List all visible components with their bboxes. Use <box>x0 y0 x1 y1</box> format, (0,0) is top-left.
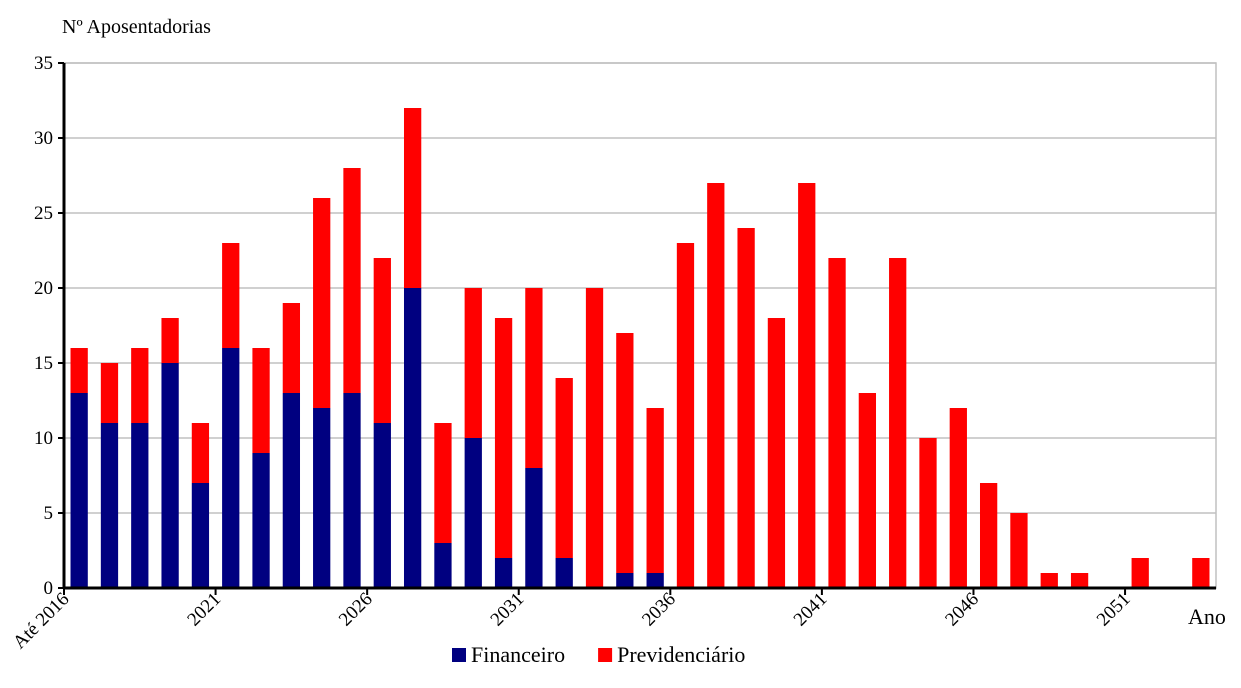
bars <box>70 108 1210 588</box>
bar-financeiro <box>191 483 210 588</box>
bar-previdenciario <box>70 348 88 393</box>
bar-previdenciario <box>282 303 301 393</box>
bar-financeiro <box>403 288 422 588</box>
bar-financeiro <box>282 393 301 588</box>
bar-previdenciario <box>889 258 907 588</box>
x-tick-label: 2021 <box>183 589 225 631</box>
bar-financeiro <box>525 468 543 588</box>
x-tick-label: 2046 <box>941 589 983 631</box>
bar-financeiro <box>434 543 452 588</box>
bar-previdenciario <box>828 258 846 588</box>
bar-financeiro <box>222 348 240 588</box>
bar-financeiro <box>464 438 482 588</box>
x-axis-label: Ano <box>1188 604 1226 629</box>
bar-previdenciario <box>373 258 391 423</box>
bar-previdenciario <box>1131 558 1149 588</box>
bar-previdenciario <box>403 108 422 288</box>
bar-previdenciario <box>585 288 604 588</box>
bar-previdenciario <box>525 288 543 468</box>
y-tick-labels: 0 5 10 15 20 25 30 35 <box>34 53 53 599</box>
bar-financeiro <box>616 573 634 588</box>
bar-previdenciario <box>979 483 998 588</box>
y-tick-label: 20 <box>34 278 53 299</box>
y-axis-label: Nº Aposentadorias <box>62 16 211 38</box>
bar-previdenciario <box>434 423 452 543</box>
bar-previdenciario <box>919 438 937 588</box>
bar-previdenciario <box>707 183 725 588</box>
x-tick-label: 2041 <box>790 589 832 631</box>
legend-swatch-financeiro <box>452 648 466 662</box>
y-tick-label: 30 <box>34 128 53 149</box>
bar-previdenciario <box>1192 558 1210 588</box>
bar-financeiro <box>70 393 88 588</box>
bar-previdenciario <box>161 318 179 363</box>
bar-financeiro <box>373 423 391 588</box>
y-tick-label: 0 <box>44 578 54 599</box>
bar-previdenciario <box>798 183 816 588</box>
bar-financeiro <box>131 423 149 588</box>
bar-previdenciario <box>646 408 664 573</box>
bar-previdenciario <box>313 198 331 408</box>
x-tick-label: 2036 <box>638 589 680 631</box>
bar-previdenciario <box>222 243 240 348</box>
y-tick-label: 15 <box>34 353 53 374</box>
bar-previdenciario <box>616 333 634 573</box>
bar-previdenciario <box>464 288 482 438</box>
bar-financeiro <box>494 558 513 588</box>
y-tick-label: 10 <box>34 428 53 449</box>
bar-financeiro <box>313 408 331 588</box>
legend: Financeiro Previdenciário <box>452 642 745 667</box>
bar-previdenciario <box>1010 513 1028 588</box>
legend-label-previdenciario: Previdenciário <box>617 642 745 667</box>
bar-previdenciario <box>555 378 573 558</box>
axes <box>58 62 1216 595</box>
y-tick-label: 5 <box>44 503 54 524</box>
bar-previdenciario <box>252 348 270 453</box>
bar-financeiro <box>646 573 664 588</box>
x-tick-labels: Até 2016 2021 2026 2031 2036 2041 2046 2051 <box>9 589 1135 653</box>
bar-previdenciario <box>100 363 119 423</box>
x-tick-label: 2031 <box>487 589 529 631</box>
bar-previdenciario <box>1040 573 1058 588</box>
bar-previdenciario <box>1070 573 1089 588</box>
bar-financeiro <box>555 558 573 588</box>
bar-previdenciario <box>676 243 695 588</box>
bar-previdenciario <box>949 408 967 588</box>
bar-previdenciario <box>494 318 513 558</box>
bar-previdenciario <box>131 348 149 423</box>
bar-previdenciario <box>737 228 755 588</box>
bar-previdenciario <box>343 168 361 393</box>
x-tick-label: 2026 <box>335 589 377 631</box>
bar-financeiro <box>252 453 270 588</box>
y-tick-label: 35 <box>34 53 53 74</box>
x-tick-label: 2051 <box>1093 589 1135 631</box>
bar-previdenciario <box>858 393 877 588</box>
x-tick-label: Até 2016 <box>9 589 73 653</box>
legend-label-financeiro: Financeiro <box>471 642 565 667</box>
bar-financeiro <box>343 393 361 588</box>
y-tick-label: 25 <box>34 203 53 224</box>
bar-financeiro <box>100 423 119 588</box>
bar-previdenciario <box>191 423 210 483</box>
bar-previdenciario <box>767 318 786 588</box>
legend-swatch-previdenciario <box>598 648 613 662</box>
bar-financeiro <box>161 363 179 588</box>
